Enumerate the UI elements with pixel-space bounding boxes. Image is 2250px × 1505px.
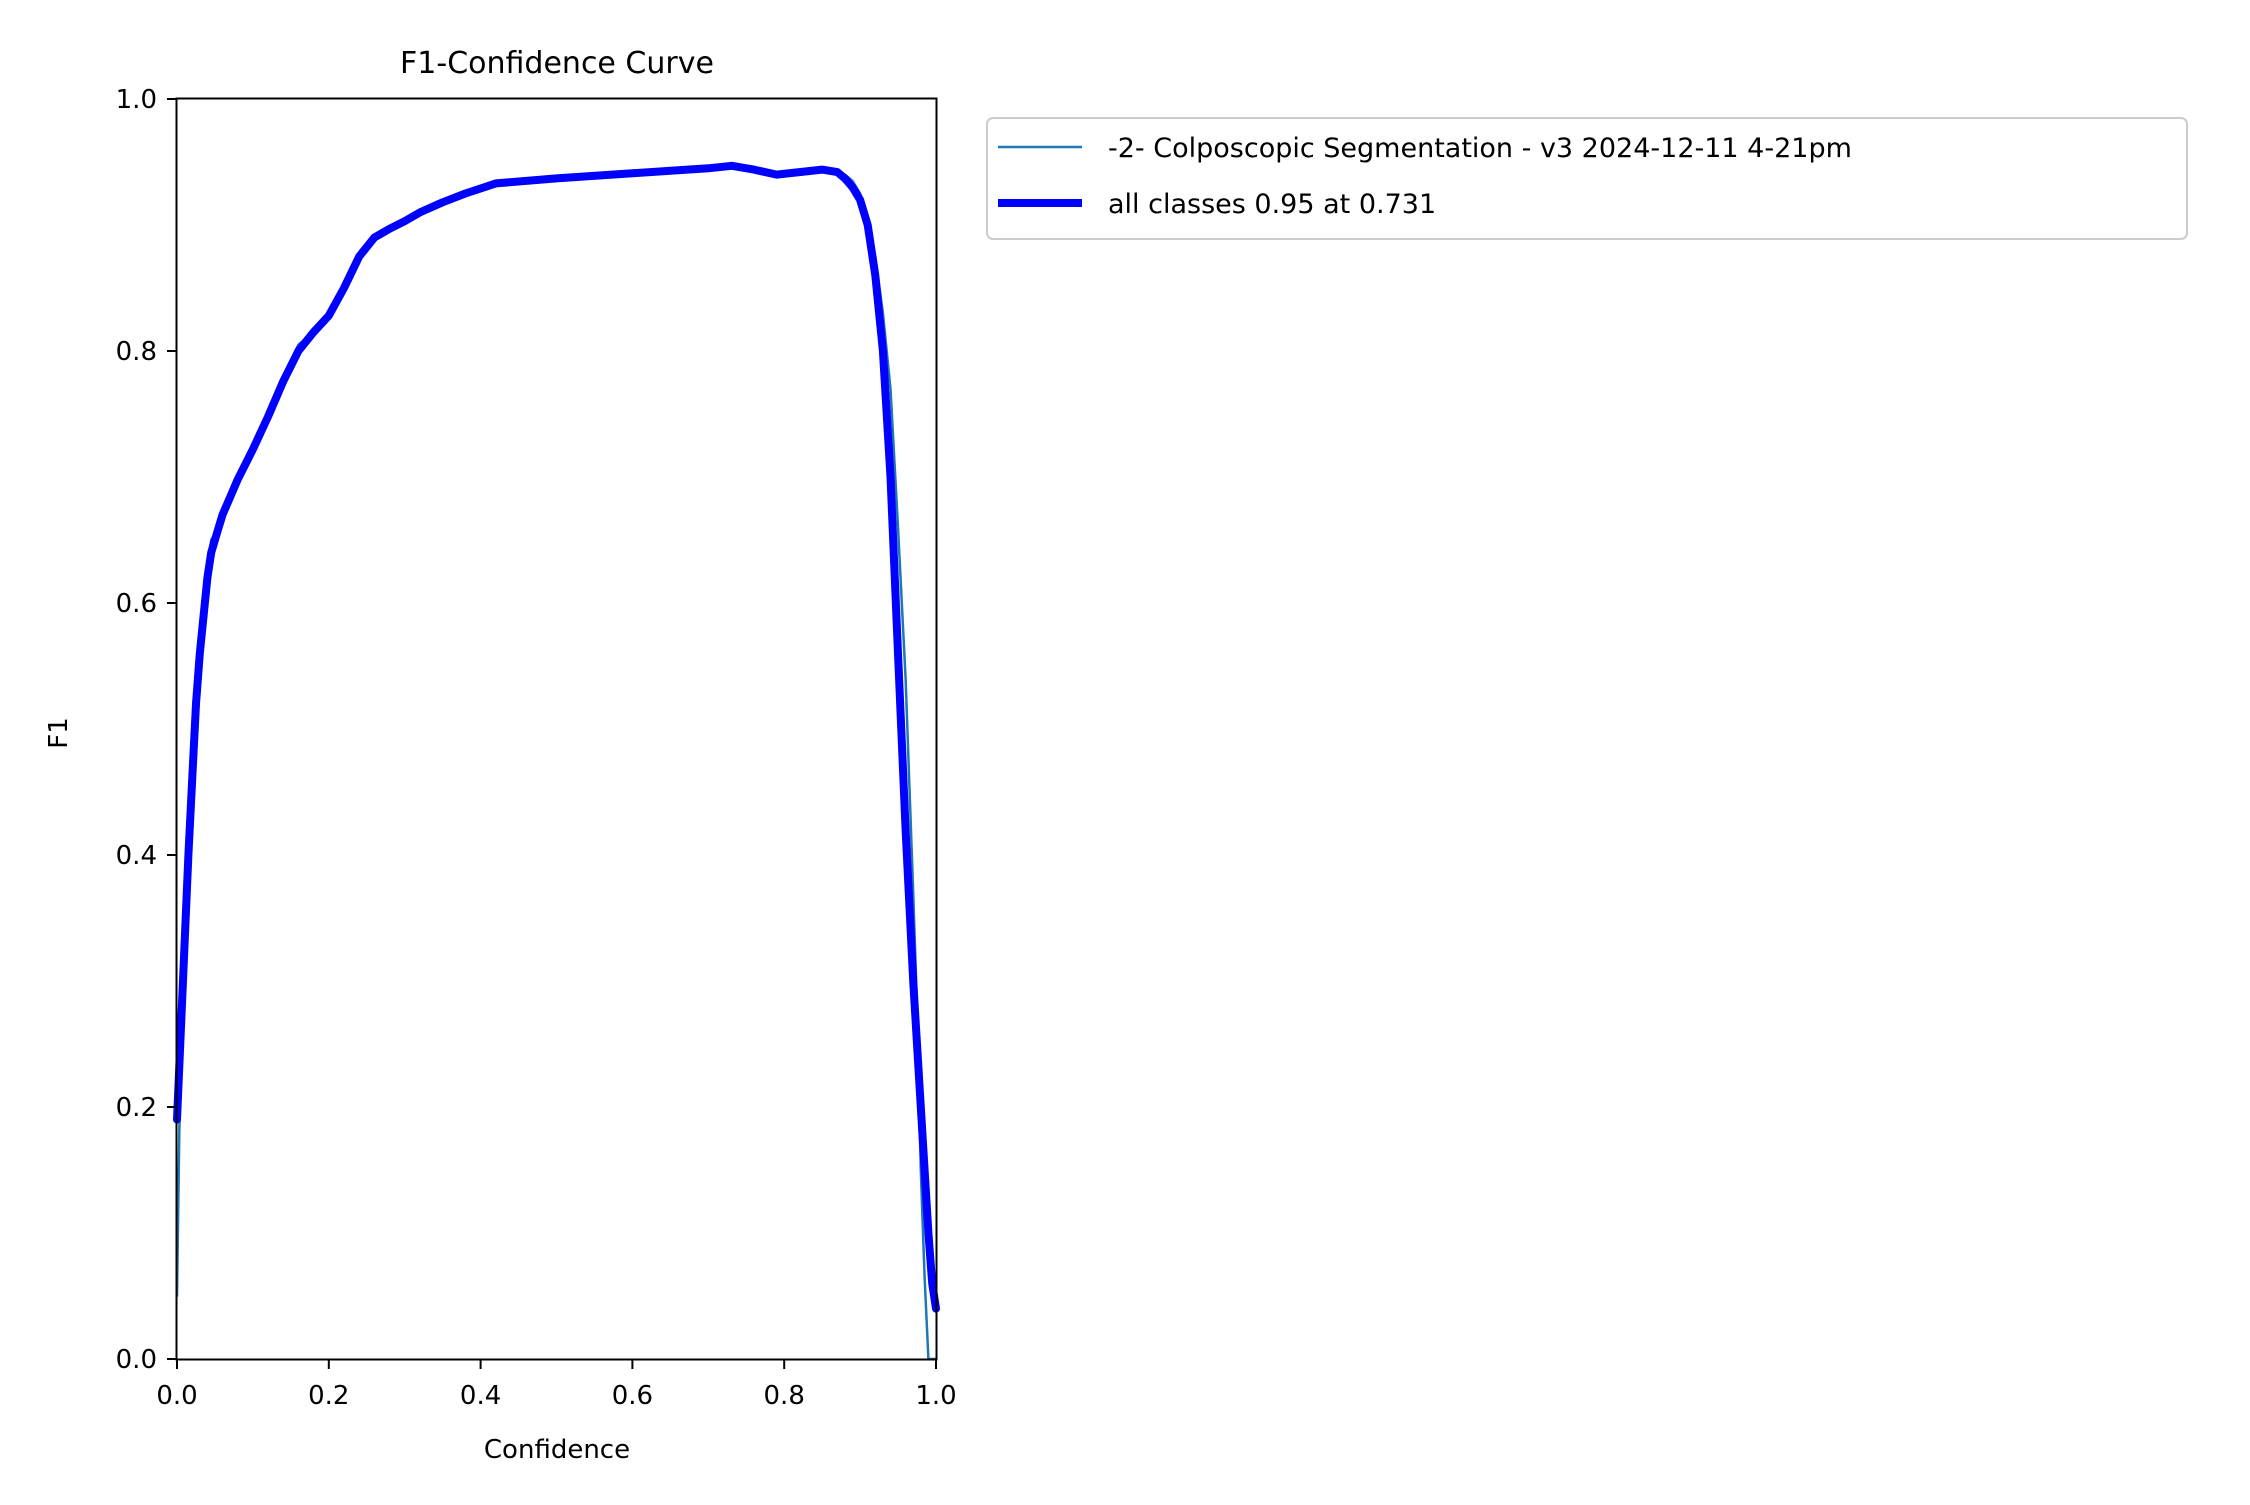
x-tick-label: 0.0 xyxy=(156,1381,197,1411)
legend-box xyxy=(986,117,2188,240)
chart-title: F1-Confidence Curve xyxy=(400,46,714,81)
series-layer xyxy=(173,161,940,1361)
x-tick-label: 0.6 xyxy=(612,1381,653,1411)
x-tick-label: 0.8 xyxy=(764,1381,805,1411)
legend-label-series-2: all classes 0.95 at 0.731 xyxy=(1108,189,1436,220)
x-tick-label: 1.0 xyxy=(915,1381,956,1411)
y-axis: 0.0 0.2 0.4 0.6 0.8 1.0 xyxy=(116,85,177,1375)
x-tick-label: 0.2 xyxy=(308,1381,349,1411)
y-axis-label: F1 xyxy=(44,717,74,749)
series-line-1 xyxy=(175,165,938,1361)
legend-label-series-1: -2- Colposcopic Segmentation - v3 2024-1… xyxy=(1108,133,1852,164)
y-tick-label: 0.0 xyxy=(116,1345,157,1375)
series-line-2 xyxy=(173,161,940,1313)
plot-frame xyxy=(175,97,938,1361)
x-axis-label: Confidence xyxy=(484,1435,630,1465)
legend: -2- Colposcopic Segmentation - v3 2024-1… xyxy=(986,117,2188,240)
y-tick-label: 0.4 xyxy=(116,841,157,871)
x-tick-label: 0.4 xyxy=(460,1381,501,1411)
y-tick-label: 0.8 xyxy=(116,337,157,367)
y-tick-label: 1.0 xyxy=(116,85,157,115)
x-axis: 0.0 0.2 0.4 0.6 0.8 1.0 xyxy=(156,1359,957,1411)
y-tick-label: 0.2 xyxy=(116,1093,157,1123)
y-tick-label: 0.6 xyxy=(116,589,157,619)
